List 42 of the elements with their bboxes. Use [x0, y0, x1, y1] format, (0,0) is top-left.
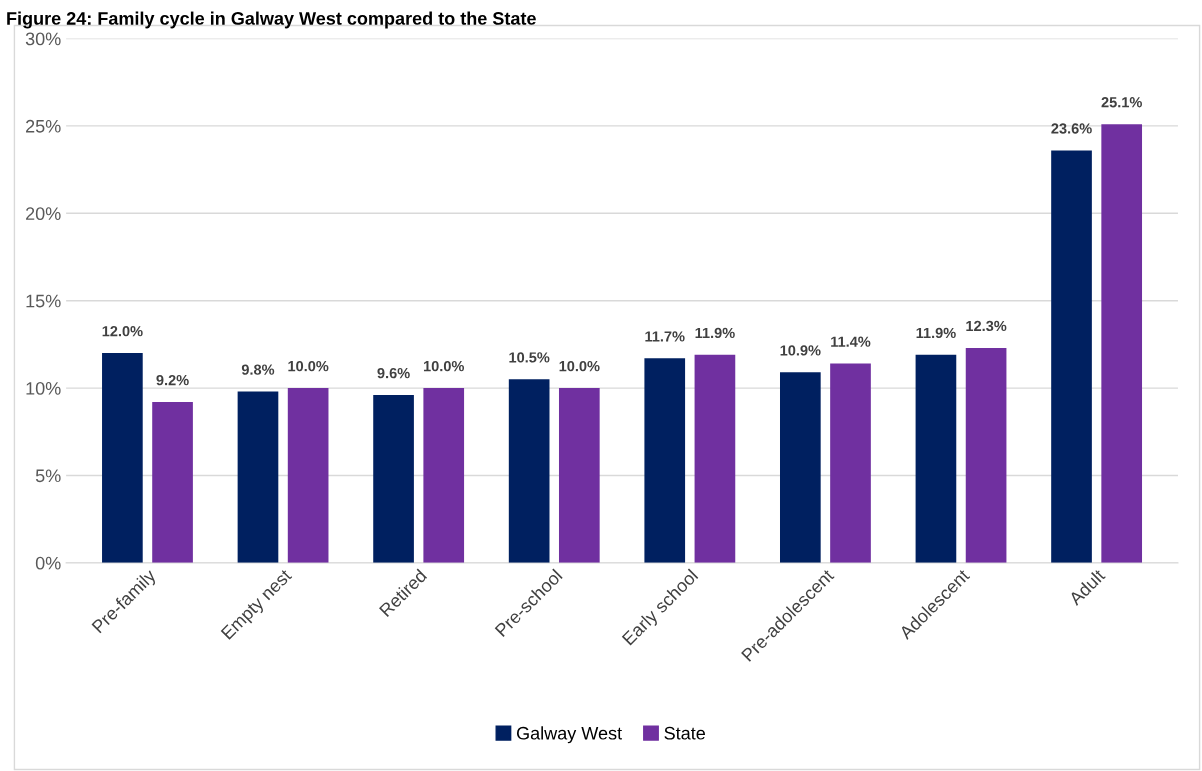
bar: [558, 388, 600, 563]
y-tick-label: 0%: [35, 556, 61, 570]
y-tick-label: 25%: [26, 119, 61, 133]
data-label: 12.0%: [102, 326, 143, 337]
data-label: 25.1%: [1101, 97, 1142, 108]
data-label: 10.0%: [423, 360, 465, 372]
chart-title: Figure 24: Family cycle in Galway West compared to the State: [7, 11, 536, 29]
bar: [152, 402, 193, 563]
data-label: 10.0%: [559, 360, 600, 372]
y-tick-label: 15%: [26, 294, 61, 308]
bar: [1051, 150, 1092, 563]
data-label: 10.9%: [780, 345, 821, 356]
bar: [287, 388, 329, 563]
y-tick-label: 5%: [35, 469, 61, 483]
data-label: 9.8%: [241, 364, 275, 375]
bar: [780, 372, 821, 563]
data-label: 10.0%: [288, 360, 329, 372]
data-label: 12.3%: [966, 320, 1007, 332]
y-tick-label: 20%: [26, 207, 61, 221]
bar: [644, 358, 686, 563]
y-tick-label: 30%: [25, 32, 61, 46]
bar: [965, 347, 1007, 563]
legend-label: State: [664, 726, 705, 740]
y-tick-label: 10%: [26, 382, 61, 395]
data-label: 11.7%: [645, 331, 685, 342]
data-label: 23.6%: [1051, 123, 1092, 134]
bar: [508, 379, 550, 563]
bar: [373, 395, 414, 563]
data-label: 9.2%: [156, 374, 189, 386]
data-label: 9.6%: [377, 367, 410, 379]
bar: [694, 354, 736, 563]
data-label: 10.5%: [509, 352, 550, 363]
data-label: 11.4%: [831, 336, 871, 347]
bar: [915, 354, 957, 563]
bar: [102, 353, 143, 563]
bar: [423, 388, 465, 563]
bar: [237, 391, 279, 563]
data-label: 11.9%: [695, 327, 735, 339]
data-label: 11.9%: [916, 327, 956, 339]
bar: [1101, 124, 1143, 563]
bar: [830, 363, 871, 563]
legend-label: Galway West: [516, 726, 622, 744]
